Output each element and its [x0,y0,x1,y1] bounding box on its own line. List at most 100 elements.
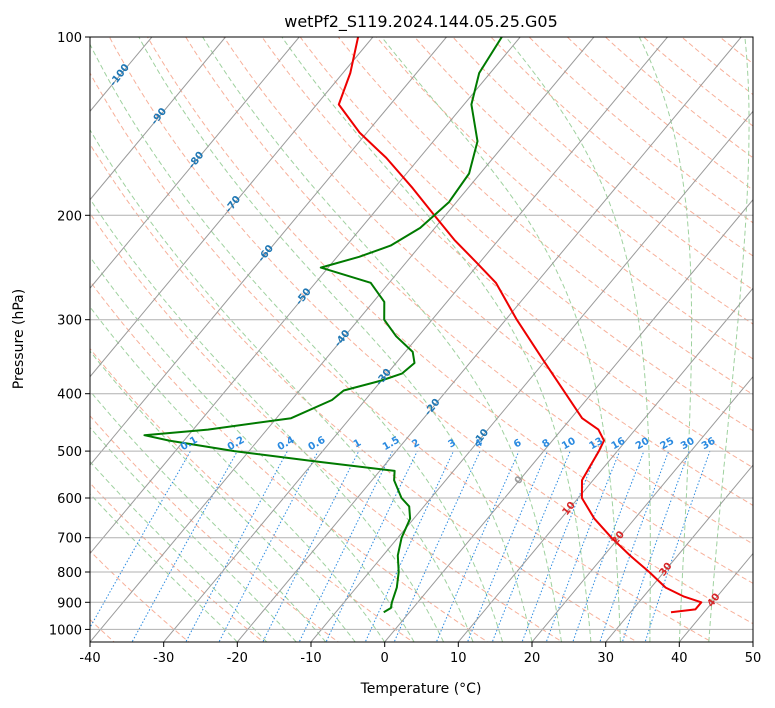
moist-adiabat-line [90,390,327,642]
mixing-ratio-label: 36 [700,436,718,453]
isotherm-line [90,37,595,642]
isotherm-line [457,287,753,642]
x-tick-label: 40 [671,651,688,666]
isotherm-label: -30 [374,367,394,388]
isotherm-line [90,37,300,289]
dry-adiabat-line [680,37,753,96]
dry-adiabat-line [90,143,639,642]
y-tick-label: 900 [57,596,82,611]
mixing-ratio-lines [90,450,711,642]
mixing-ratio-line [545,450,621,642]
y-tick-label: 800 [57,566,82,581]
isotherm-line [310,110,753,642]
mixing-ratio-line [218,450,319,642]
isotherm-label: 0 [513,474,526,486]
y-axis-label: Pressure (hPa) [11,289,27,389]
moist-adiabat-line [202,37,562,642]
mixing-ratio-line [185,450,288,642]
isotherm-line [384,198,753,642]
dry-adiabat-line [146,37,753,584]
dry-adiabat-line [90,347,414,642]
x-axis-ticks: -40 -30 -20 -10 0 10 20 30 40 50 [79,642,761,666]
dry-adiabat-line [413,37,753,325]
isotherm-label: -20 [423,397,443,418]
y-tick-label: 1000 [49,623,82,638]
y-axis-ticks: 100 200 300 400 500 600 700 800 900 1000 [49,31,90,638]
moist-adiabat-line [505,37,651,642]
moist-adiabat-line [90,43,503,642]
isotherms [0,37,753,642]
dry-adiabat-line [261,37,753,469]
dry-adiabat-line [90,280,489,642]
mixing-ratio-line [644,450,711,642]
mixing-ratio-line [572,450,645,642]
isotherm-line [236,37,742,642]
mixing-ratio-label: 8 [540,437,552,450]
mixing-ratio-label: 1 [352,437,364,450]
mixing-ratio-line [364,450,454,642]
mixing-ratio-line [466,450,548,642]
mixing-ratio-label: 2 [410,437,422,450]
mixing-ratio-label: 10 [560,436,578,453]
isotherm-label: -80 [187,150,207,171]
moist-adiabat-line [90,128,474,642]
x-tick-label: 10 [450,651,467,666]
mixing-ratio-label: 4 [473,437,485,450]
dry-adiabat-line [108,37,753,625]
dry-adiabat-line [185,37,753,545]
mixing-ratio-label: 16 [610,436,628,453]
moist-adiabat-line [381,37,621,642]
isotherm-label: -70 [223,194,243,215]
dry-adiabat-line [90,415,340,642]
dry-adiabat-line [375,37,753,360]
y-tick-label: 300 [57,314,82,329]
y-tick-label: 700 [57,532,82,547]
mixing-ratio-line [521,450,599,642]
mixing-ratio-label: 3 [446,437,458,450]
moist-adiabats [90,37,750,642]
dry-adiabat-line [452,37,753,291]
isotherm-label: 30 [657,561,674,579]
moist-adiabat-line [90,493,238,642]
dry-adiabat-line [90,482,265,642]
x-axis-label: Temperature (°C) [360,681,482,697]
dry-adiabat-line [528,37,753,224]
moist-adiabat-line [90,306,386,642]
x-tick-label: -40 [79,651,100,666]
mixing-ratio-label: 0.1 [179,435,200,453]
dewpoint-profile [143,37,503,614]
mixing-ratio-line [393,450,481,642]
y-tick-label: 100 [57,31,82,46]
isotherm-label: 40 [705,592,722,610]
isotherm-line [678,552,753,642]
mixing-ratio-line [325,450,418,642]
y-tick-label: 200 [57,209,82,224]
y-tick-label: 500 [57,445,82,460]
plot-frame [89,36,754,643]
moist-adiabat-line [90,350,356,642]
moist-adiabat-line [638,37,693,642]
dry-adiabat-line [742,24,775,645]
x-tick-label: -10 [300,651,321,666]
moist-adiabat-line [138,37,533,642]
x-tick-label: 30 [597,651,614,666]
mixing-ratio-label: 0.6 [307,435,328,453]
pressure-gridlines [90,37,753,630]
isotherm-line [0,37,5,642]
x-tick-label: -20 [227,651,248,666]
x-tick-label: 50 [745,651,762,666]
x-tick-label: 20 [524,651,541,666]
isotherm-line [90,37,374,378]
isotherm-label: -50 [294,286,314,307]
mixing-ratio-line [435,450,520,642]
mixing-ratio-label: 6 [512,437,524,450]
moist-adiabat-line [708,37,750,642]
line-labels: 0.1 0.2 0.4 0.6 1 1.5 2 3 4 6 8 10 13 16 20 25 30 36-100-… [108,62,723,609]
isotherm-label: -100 [108,62,132,89]
isotherm-line [605,464,753,642]
isotherm-line [163,37,668,642]
dry-adiabat-line [90,212,564,642]
mixing-ratio-label: 1.5 [381,435,402,453]
moist-adiabat-line [90,256,415,642]
